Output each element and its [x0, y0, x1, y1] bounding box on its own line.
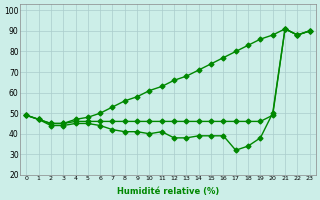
- X-axis label: Humidité relative (%): Humidité relative (%): [117, 187, 219, 196]
